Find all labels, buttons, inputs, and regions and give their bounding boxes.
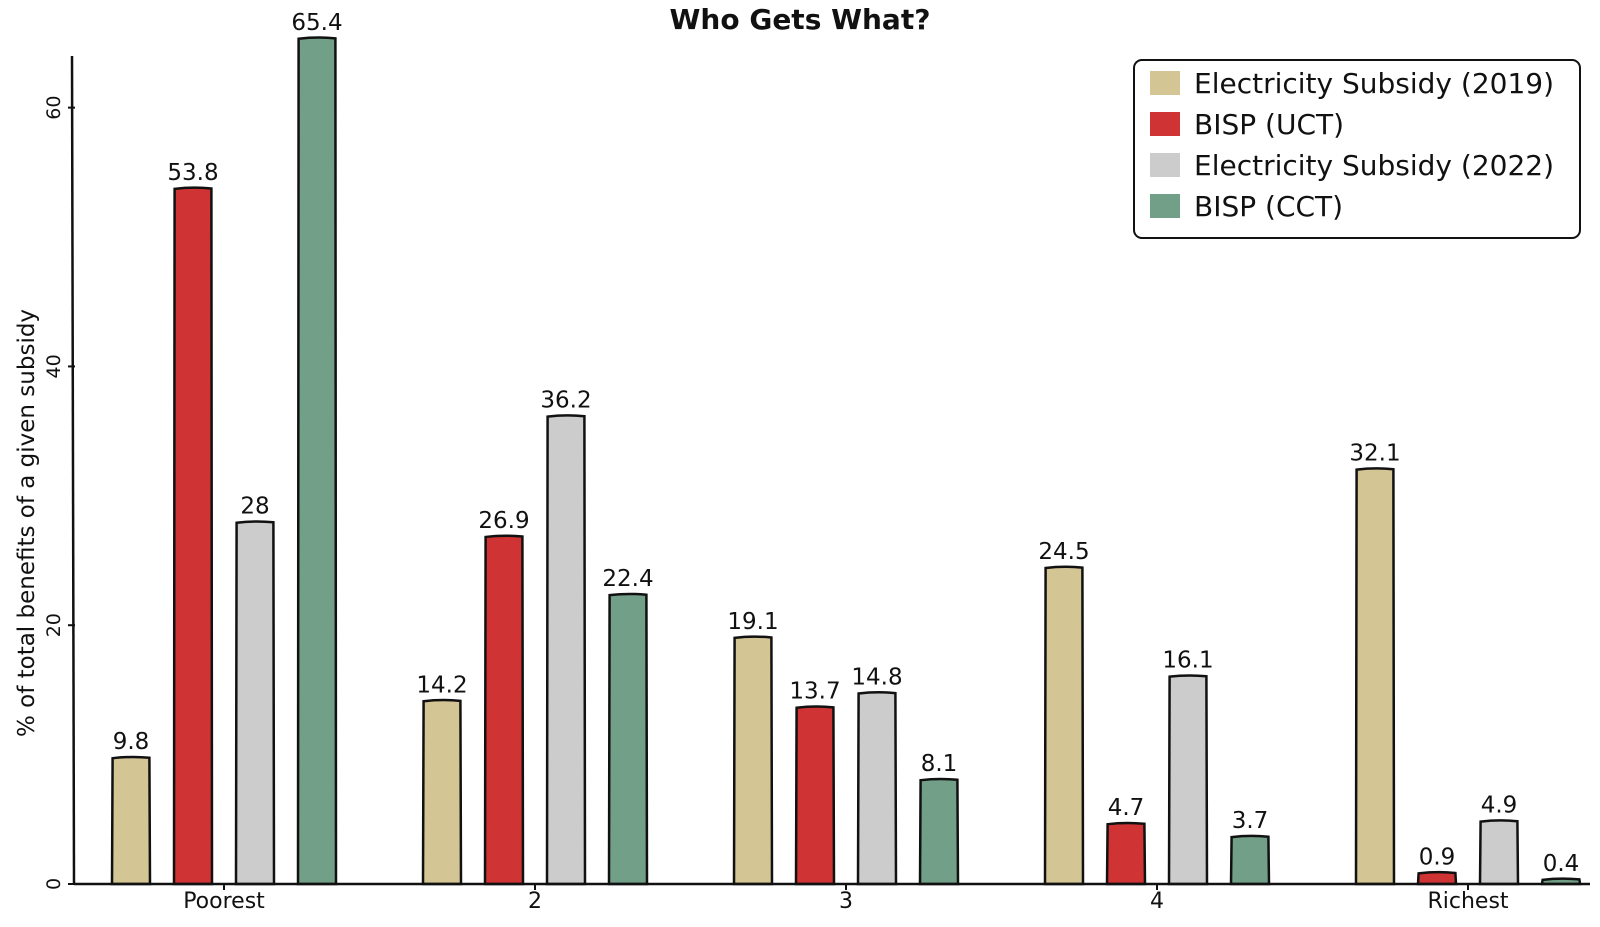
y-axis-line (70, 55, 76, 885)
bar-electricity-subsidy-2019-richest (1354, 467, 1396, 886)
data-label-bisp-uct-richest: 0.9 (1419, 844, 1456, 870)
bar-bisp-uct-4 (1105, 821, 1147, 886)
x-tick-label-2: 2 (528, 889, 542, 914)
axes-layer (70, 55, 1590, 886)
bar-bisp-cct-richest (1540, 877, 1582, 886)
data-label-bisp-uct-poorest: 53.8 (167, 160, 218, 186)
data-label-electricity-subsidy-2019-4: 24.5 (1038, 539, 1089, 565)
x-tick-label-richest: Richest (1427, 889, 1508, 914)
data-label-bisp-cct-3: 8.1 (921, 751, 958, 777)
bar-bisp-cct-2 (607, 592, 649, 886)
data-label-bisp-uct-3: 13.7 (789, 679, 840, 705)
data-label-bisp-uct-2: 26.9 (478, 508, 529, 534)
data-label-bisp-cct-poorest: 65.4 (291, 10, 342, 36)
data-label-electricity-subsidy-2019-3: 19.1 (727, 609, 778, 635)
bar-electricity-subsidy-2019-4 (1043, 565, 1085, 886)
y-tick-label: 20 (43, 613, 65, 637)
legend-label-electricity-subsidy-2019: Electricity Subsidy (2019) (1194, 67, 1554, 100)
data-label-electricity-subsidy-2019-poorest: 9.8 (113, 729, 150, 755)
bar-electricity-subsidy-2019-2 (421, 698, 463, 886)
data-label-electricity-subsidy-2019-2: 14.2 (416, 672, 467, 698)
legend-items: Electricity Subsidy (2019) BISP (UCT) Elec… (1150, 67, 1554, 223)
legend-box (1133, 59, 1581, 239)
bar-electricity-subsidy-2019-3 (732, 635, 774, 886)
y-tick-label: 0 (43, 878, 65, 890)
legend-swatch-electricity-subsidy-2019 (1150, 71, 1180, 95)
data-labels-layer: 9.8 53.8 28 65.4 14.2 26.9 36.2 22.4 19.1 13.7 14.… (113, 10, 1580, 877)
x-ticks-layer: Poorest 2 3 4 Richest (183, 884, 1509, 914)
data-label-electricity-subsidy-2022-richest: 4.9 (1481, 793, 1518, 819)
data-label-bisp-uct-4: 4.7 (1108, 795, 1145, 821)
legend-swatch-bisp-uct (1150, 112, 1180, 136)
bar-electricity-subsidy-2022-poorest (234, 520, 276, 886)
bar-electricity-subsidy-2022-richest (1478, 819, 1520, 886)
legend-label-bisp-uct: BISP (UCT) (1194, 108, 1344, 141)
bar-electricity-subsidy-2022-4 (1167, 674, 1209, 886)
data-label-electricity-subsidy-2022-poorest: 28 (240, 494, 269, 520)
bar-bisp-uct-3 (794, 705, 836, 886)
bar-bisp-cct-3 (918, 777, 960, 886)
y-tick-label: 40 (43, 354, 65, 378)
legend-swatch-electricity-subsidy-2022 (1150, 153, 1180, 177)
bar-bisp-cct-poorest (296, 36, 338, 886)
bar-electricity-subsidy-2022-3 (856, 691, 898, 886)
y-ticks-layer: 0 20 40 60 (43, 96, 75, 890)
bar-bisp-uct-2 (483, 534, 525, 886)
data-label-electricity-subsidy-2022-2: 36.2 (540, 388, 591, 414)
bar-bisp-uct-richest (1416, 870, 1458, 886)
bar-electricity-subsidy-2022-2 (545, 414, 587, 886)
bar-bisp-cct-4 (1229, 834, 1271, 886)
y-tick-label: 60 (43, 96, 65, 120)
x-tick-label-poorest: Poorest (183, 889, 265, 914)
bars-layer (110, 36, 1582, 886)
data-label-bisp-cct-4: 3.7 (1232, 808, 1269, 834)
bar-bisp-uct-poorest (172, 186, 214, 886)
bar-electricity-subsidy-2019-poorest (110, 755, 152, 886)
x-tick-label-4: 4 (1150, 889, 1164, 914)
data-label-electricity-subsidy-2022-3: 14.8 (851, 664, 902, 690)
data-label-electricity-subsidy-2019-richest: 32.1 (1349, 441, 1400, 467)
y-axis-label: % of total benefits of a given subsidy (14, 309, 40, 737)
data-label-bisp-cct-2: 22.4 (602, 566, 653, 592)
legend-label-electricity-subsidy-2022: Electricity Subsidy (2022) (1194, 149, 1554, 182)
legend: Electricity Subsidy (2019) BISP (UCT) Elec… (1133, 59, 1581, 239)
x-tick-label-3: 3 (839, 889, 853, 914)
data-label-bisp-cct-richest: 0.4 (1543, 851, 1580, 877)
data-label-electricity-subsidy-2022-4: 16.1 (1162, 648, 1213, 674)
legend-swatch-bisp-cct (1150, 194, 1180, 218)
chart-title: Who Gets What? (670, 3, 931, 36)
legend-label-bisp-cct: BISP (CCT) (1194, 190, 1343, 223)
